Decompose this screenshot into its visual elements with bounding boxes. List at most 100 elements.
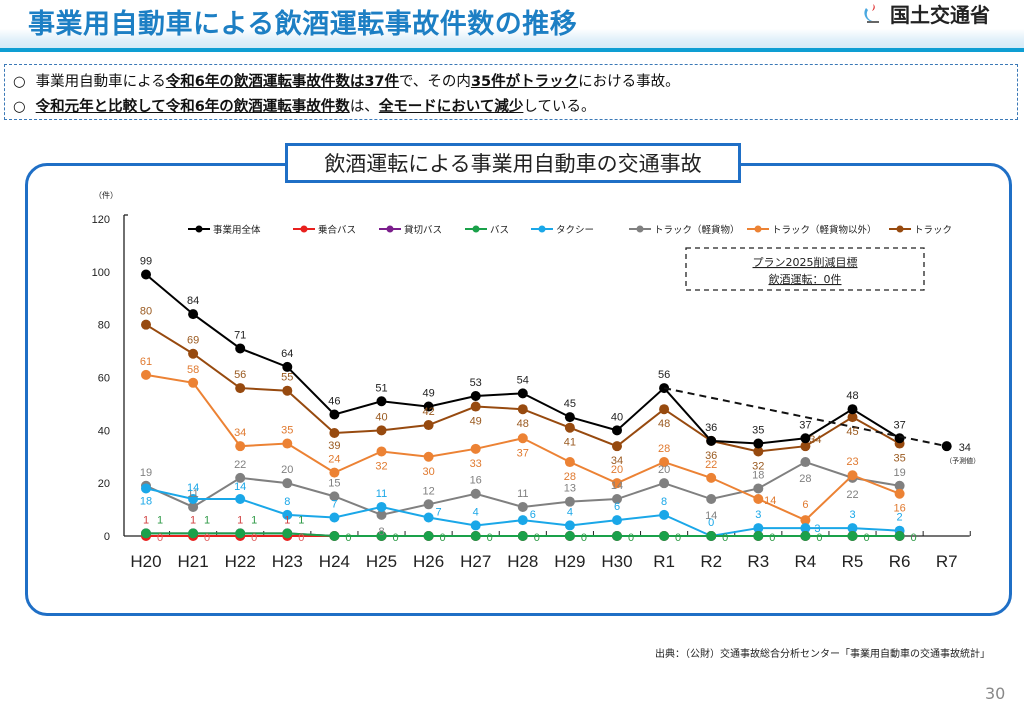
- data-point: [847, 470, 858, 481]
- data-point: [612, 425, 622, 436]
- data-point: [141, 528, 151, 539]
- data-label: 3: [814, 523, 820, 535]
- data-label: 6: [802, 499, 808, 511]
- data-label: 33: [470, 458, 482, 470]
- data-point: [564, 520, 575, 531]
- data-label: 0: [487, 532, 493, 544]
- data-label: 22: [234, 459, 246, 471]
- data-point: [376, 425, 387, 436]
- data-point: [423, 499, 434, 510]
- data-label: 42: [422, 406, 434, 418]
- data-point: [847, 523, 858, 534]
- legend-label: トラック（軽貨物）: [654, 224, 740, 236]
- data-point: [706, 531, 717, 541]
- x-tick-label: R7: [936, 552, 958, 571]
- data-label: 11: [517, 488, 528, 500]
- legend-marker: [386, 225, 394, 233]
- data-label: 1: [204, 514, 210, 526]
- data-point: [894, 488, 905, 499]
- data-label: 20: [281, 464, 293, 476]
- data-label: 53: [470, 377, 482, 389]
- data-label: 12: [422, 485, 434, 497]
- data-label: 23: [846, 456, 858, 468]
- data-label: 1: [284, 514, 290, 526]
- legend-marker: [896, 225, 904, 233]
- data-label: 0: [863, 532, 869, 544]
- x-tick-label: R4: [795, 552, 817, 571]
- target-annotation-box: [685, 247, 925, 291]
- data-point: [282, 478, 293, 489]
- data-label: 1: [251, 514, 257, 526]
- data-point: [517, 433, 528, 444]
- data-label: 22: [705, 459, 717, 471]
- data-point: [188, 501, 199, 512]
- data-point: [659, 509, 670, 520]
- data-label: 20: [611, 464, 623, 476]
- data-point: [282, 438, 293, 449]
- data-label: 84: [187, 295, 199, 307]
- summary-text-segment: で、その内: [399, 74, 471, 90]
- logo-text: 国土交通省: [890, 2, 990, 27]
- data-point: [564, 531, 575, 541]
- y-tick-label: 40: [98, 425, 110, 437]
- data-label: 69: [187, 335, 199, 347]
- x-tick-label: H28: [507, 552, 538, 571]
- data-label: 0: [816, 532, 822, 544]
- data-label: 34: [611, 455, 623, 467]
- data-label: 28: [564, 471, 576, 483]
- data-label: 15: [328, 477, 340, 489]
- y-tick-label: 80: [98, 320, 110, 332]
- data-label: 48: [846, 390, 858, 402]
- chart-title: 飲酒運転による事業用自動車の交通事故: [285, 143, 741, 183]
- data-label: 0: [440, 532, 446, 544]
- data-label: 7: [331, 499, 337, 511]
- data-label: 14: [187, 482, 199, 494]
- data-label: 39: [328, 440, 340, 452]
- summary-text-segment: は、: [349, 99, 379, 115]
- y-tick-label: 120: [92, 214, 110, 226]
- summary-text-segment: における事故。: [578, 74, 680, 90]
- data-point: [894, 480, 905, 491]
- data-point: [894, 433, 905, 444]
- summary-text-segment: 令和元年と比較して令和6年の飲酒運転事故件数: [35, 99, 350, 115]
- data-point: [141, 483, 151, 494]
- target-annotation-line2: 飲酒運転：0件: [769, 272, 842, 286]
- data-label: 18: [752, 469, 764, 481]
- data-label: 14: [764, 495, 776, 507]
- data-point: [706, 435, 717, 446]
- data-point: [235, 472, 246, 483]
- data-point: [517, 501, 528, 512]
- data-label: 0: [345, 532, 351, 544]
- data-point: [659, 531, 670, 541]
- data-label: 37: [799, 419, 811, 431]
- x-tick-label: H27: [460, 552, 491, 571]
- data-label: 7: [436, 507, 442, 519]
- data-label: 2: [897, 512, 903, 524]
- data-point: [470, 531, 481, 541]
- page-number: 30: [985, 684, 1006, 703]
- x-tick-label: H20: [130, 552, 161, 571]
- data-point: [329, 512, 340, 523]
- x-tick-label: R5: [842, 552, 864, 571]
- data-point: [517, 388, 528, 399]
- data-label: 36: [705, 422, 717, 434]
- projection-point: [941, 441, 952, 452]
- data-label: 56: [234, 369, 246, 381]
- data-point: [564, 422, 575, 433]
- data-label: 37: [893, 419, 905, 431]
- data-label: 0: [298, 532, 304, 544]
- data-point: [423, 420, 434, 431]
- data-label: 35: [752, 425, 764, 437]
- data-point: [612, 441, 622, 452]
- x-tick-label: H30: [601, 552, 632, 571]
- summary-text-segment: 全モードにおいて減少: [378, 99, 524, 115]
- data-label: 16: [470, 475, 482, 487]
- data-point: [376, 446, 387, 457]
- data-label: 11: [376, 488, 387, 500]
- summary-line-1: ○ 事業用自動車による令和6年の飲酒運転事故件数は37件で、その内35件がトラック…: [13, 70, 680, 91]
- data-point: [470, 443, 481, 454]
- x-tick-label: H24: [319, 552, 350, 571]
- x-tick-label: H23: [272, 552, 303, 571]
- data-point: [659, 457, 670, 468]
- data-label: 48: [517, 418, 529, 430]
